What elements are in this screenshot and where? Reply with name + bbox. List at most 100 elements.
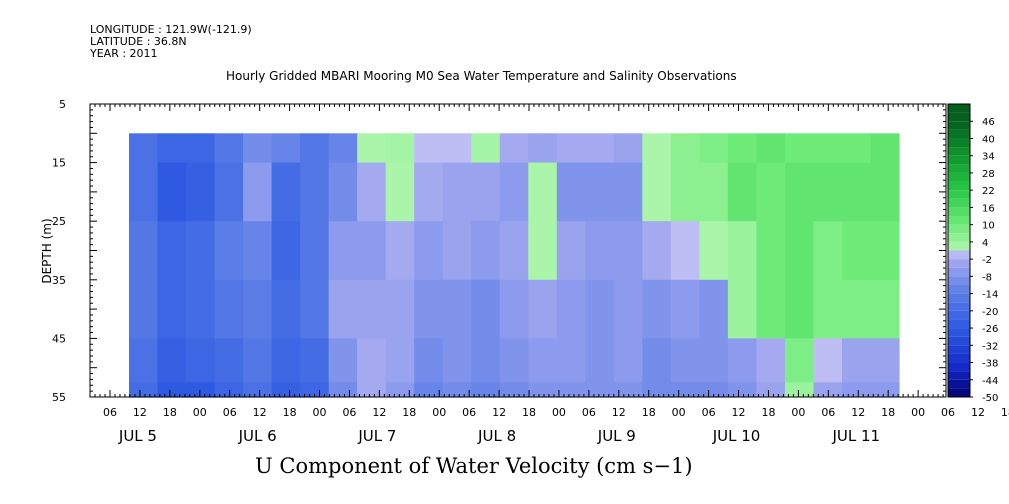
heatmap-cell	[129, 338, 159, 383]
colorbar-swatch	[948, 181, 970, 191]
heatmap-cell	[528, 221, 558, 281]
heatmap-cell	[727, 382, 758, 398]
x-tick-label: 12	[971, 406, 985, 419]
heatmap-cell	[727, 133, 758, 164]
heatmap-cell	[870, 162, 900, 222]
heatmap-cell	[357, 338, 387, 383]
heatmap-cell	[613, 382, 643, 398]
heatmap-cell	[214, 133, 244, 164]
colorbar-label: 34	[982, 152, 995, 163]
y-tick-label: 15	[52, 157, 66, 170]
heatmap-cell	[471, 221, 501, 281]
x-tick-label: 18	[881, 406, 895, 419]
colorbar-swatch	[948, 241, 970, 251]
heatmap-cell	[699, 162, 729, 222]
heatmap-cell	[442, 338, 472, 383]
x-tick-label: 18	[761, 406, 775, 419]
heatmap-cell	[813, 162, 843, 222]
heatmap-cell	[813, 338, 843, 383]
heatmap-cell	[186, 279, 216, 339]
heatmap-cell	[556, 382, 586, 398]
heatmap-cell	[186, 338, 216, 383]
colorbar-swatch	[948, 104, 970, 113]
heatmap-cell	[585, 279, 615, 339]
colorbar-swatch	[948, 362, 970, 372]
colorbar-label: -44	[982, 376, 998, 387]
heatmap-cell	[357, 133, 387, 164]
heatmap-cell	[670, 279, 700, 339]
heatmap-cell	[756, 338, 786, 383]
heatmap-cell	[328, 162, 358, 222]
heatmap-cell	[784, 133, 815, 164]
heatmap-cell	[357, 382, 387, 398]
heatmap-cell	[699, 133, 729, 164]
heatmap-cell	[699, 279, 729, 339]
heatmap-cell	[870, 221, 900, 281]
heatmap-cell	[727, 221, 758, 281]
x-tick-label: 06	[342, 406, 356, 419]
heatmap-cell	[328, 382, 358, 398]
heatmap-cell	[157, 221, 187, 281]
x-tick-label: 12	[732, 406, 746, 419]
colorbar-label: 10	[982, 221, 995, 232]
colorbar-label: -8	[982, 272, 992, 283]
x-tick-label: 18	[642, 406, 656, 419]
heatmap-cell	[186, 221, 216, 281]
heatmap-cell	[300, 338, 330, 383]
heatmap-cell	[471, 133, 501, 164]
longitude-label: LONGITUDE : 121.9W(-121.9)	[90, 23, 252, 36]
heatmap-cell	[813, 382, 843, 398]
heatmap-cell	[442, 279, 472, 339]
heatmap-cell	[300, 279, 330, 339]
colorbar-label: 16	[982, 203, 995, 214]
heatmap-cell	[328, 221, 358, 281]
heatmap-cell	[613, 133, 643, 164]
heatmap-cell	[129, 279, 159, 339]
heatmap-cell	[186, 382, 216, 398]
heatmap-cell	[499, 382, 529, 398]
x-day-label: JUL 7	[357, 427, 396, 445]
colorbar-swatch	[948, 164, 970, 173]
heatmap-cell	[670, 338, 700, 383]
heatmap-cell	[670, 382, 700, 398]
heatmap-cell	[613, 162, 643, 222]
heatmap-cell	[414, 338, 444, 383]
heatmap-cell	[670, 221, 700, 281]
heatmap-cell	[756, 382, 786, 398]
heatmap-cell	[442, 382, 472, 398]
colorbar-label: -32	[982, 341, 998, 352]
heatmap-cell	[243, 221, 273, 281]
colorbar-swatch	[948, 250, 970, 260]
colorbar-swatch	[948, 138, 970, 148]
heatmap-cell	[243, 162, 273, 222]
x-tick-label: 18	[283, 406, 297, 419]
heatmap-cell	[271, 338, 301, 383]
heatmap-cell	[414, 221, 444, 281]
heatmap-cell	[556, 221, 586, 281]
y-tick-label: 5	[59, 98, 66, 111]
y-tick-label: 55	[52, 391, 66, 404]
heatmap-cell	[243, 133, 273, 164]
x-tick-label: 12	[492, 406, 506, 419]
colorbar-label: -26	[982, 324, 998, 335]
heatmap-cell	[414, 382, 444, 398]
x-tick-label: 06	[223, 406, 237, 419]
heatmap-cell	[784, 279, 815, 339]
heatmap-cell	[841, 279, 872, 339]
colorbar-swatch	[948, 302, 970, 311]
heatmap-cell	[385, 162, 415, 222]
heatmap-cell	[813, 133, 843, 164]
colorbar-swatch	[948, 388, 970, 397]
x-axis-label: U Component of Water Velocity (cm s−1)	[255, 454, 693, 478]
x-tick-label: 00	[313, 406, 327, 419]
colorbar-swatch	[948, 345, 970, 354]
heatmap-cell	[157, 133, 187, 164]
heatmap-cell	[699, 382, 729, 398]
heatmap-cell	[385, 338, 415, 383]
heatmap-cell	[613, 279, 643, 339]
heatmap-cell	[214, 221, 244, 281]
heatmap-cell	[271, 382, 301, 398]
heatmap-cell	[129, 382, 159, 398]
x-tick-label: 12	[133, 406, 147, 419]
colorbar-swatch	[948, 319, 970, 329]
